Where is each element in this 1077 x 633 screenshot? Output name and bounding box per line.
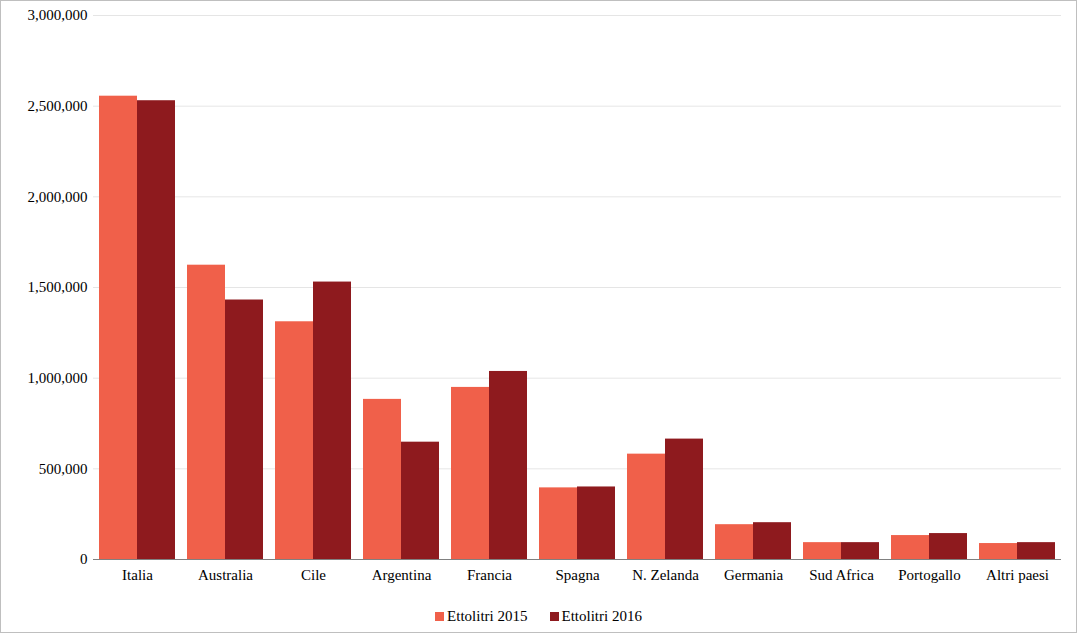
svg-text:0: 0	[80, 551, 88, 567]
svg-text:Italia: Italia	[122, 567, 153, 583]
html-text:Ettolitri 2015: Ettolitri 2015	[447, 607, 528, 624]
html-text:Ettolitri 2016: Ettolitri 2016	[561, 607, 642, 624]
svg-text:2,500,000: 2,500,000	[28, 98, 88, 114]
svg-text:3,000,000: 3,000,000	[28, 7, 88, 23]
svg-text:Germania: Germania	[724, 567, 783, 583]
svg-text:Australia: Australia	[198, 567, 253, 583]
svg-text:N. Zelanda: N. Zelanda	[632, 567, 699, 583]
svg-text:Cile: Cile	[301, 567, 326, 583]
svg-text:Altri paesi: Altri paesi	[986, 567, 1049, 583]
svg-text:Argentina: Argentina	[372, 567, 432, 583]
svg-text:2,000,000: 2,000,000	[28, 189, 88, 205]
svg-text:Spagna: Spagna	[555, 567, 600, 583]
svg-text:1,000,000: 1,000,000	[28, 370, 88, 386]
svg-text:500,000: 500,000	[39, 461, 88, 477]
svg-text:Portogallo: Portogallo	[898, 567, 961, 583]
svg-text:1,500,000: 1,500,000	[28, 279, 88, 295]
svg-text:Francia: Francia	[467, 567, 512, 583]
svg-text:Sud Africa: Sud Africa	[809, 567, 874, 583]
